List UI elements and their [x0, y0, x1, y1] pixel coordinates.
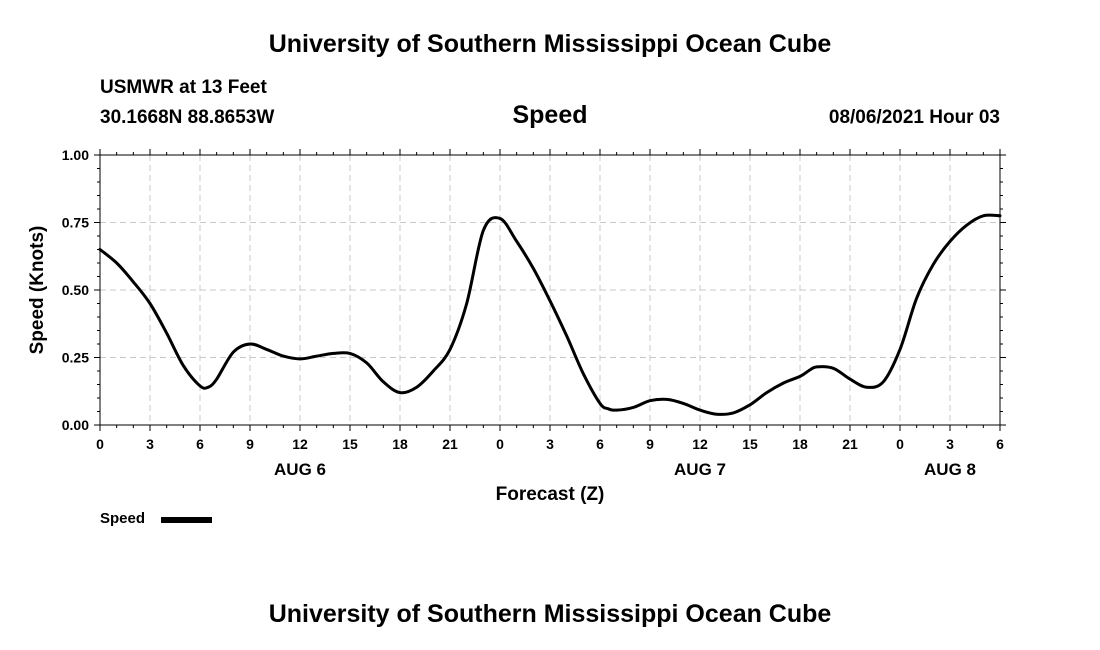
x-tick-label: 21 [442, 436, 458, 452]
legend-label: Speed [100, 510, 145, 527]
x-tick-label: 6 [196, 436, 204, 452]
day-label: AUG 6 [274, 460, 326, 479]
x-tick-label: 0 [896, 436, 904, 452]
x-tick-label: 9 [246, 436, 254, 452]
x-tick-label: 6 [596, 436, 604, 452]
x-tick-label: 12 [692, 436, 708, 452]
x-tick-label: 0 [496, 436, 504, 452]
x-tick-label: 0 [96, 436, 104, 452]
x-tick-label: 9 [646, 436, 654, 452]
day-label: AUG 7 [674, 460, 726, 479]
day-label: AUG 8 [924, 460, 976, 479]
footer-title: University of Southern Mississippi Ocean… [0, 600, 1100, 629]
legend-swatch [161, 517, 212, 523]
x-axis-label: Forecast (Z) [496, 484, 605, 505]
x-tick-label: 18 [792, 436, 808, 452]
y-tick-label: 0.25 [62, 350, 89, 366]
y-tick-label: 0.00 [62, 417, 89, 433]
x-tick-label: 6 [996, 436, 1004, 452]
speed-series-line [100, 215, 1000, 414]
x-tick-label: 15 [742, 436, 758, 452]
y-axis-label: Speed (Knots) [27, 226, 48, 355]
x-tick-label: 3 [146, 436, 154, 452]
grid-lines [100, 155, 1000, 425]
x-tick-label: 12 [292, 436, 308, 452]
axis-labels: 0 3 6 9 12 15 18 21 0 3 6 9 12 15 18 21 0 3 6 0.00 0.25 0.50 0… [62, 147, 1004, 479]
y-tick-label: 0.50 [62, 282, 89, 298]
x-tick-label: 15 [342, 436, 358, 452]
y-tick-label: 1.00 [62, 147, 89, 163]
x-tick-label: 3 [546, 436, 554, 452]
x-tick-label: 21 [842, 436, 858, 452]
y-tick-label: 0.75 [62, 215, 89, 231]
x-tick-label: 3 [946, 436, 954, 452]
x-tick-label: 18 [392, 436, 408, 452]
